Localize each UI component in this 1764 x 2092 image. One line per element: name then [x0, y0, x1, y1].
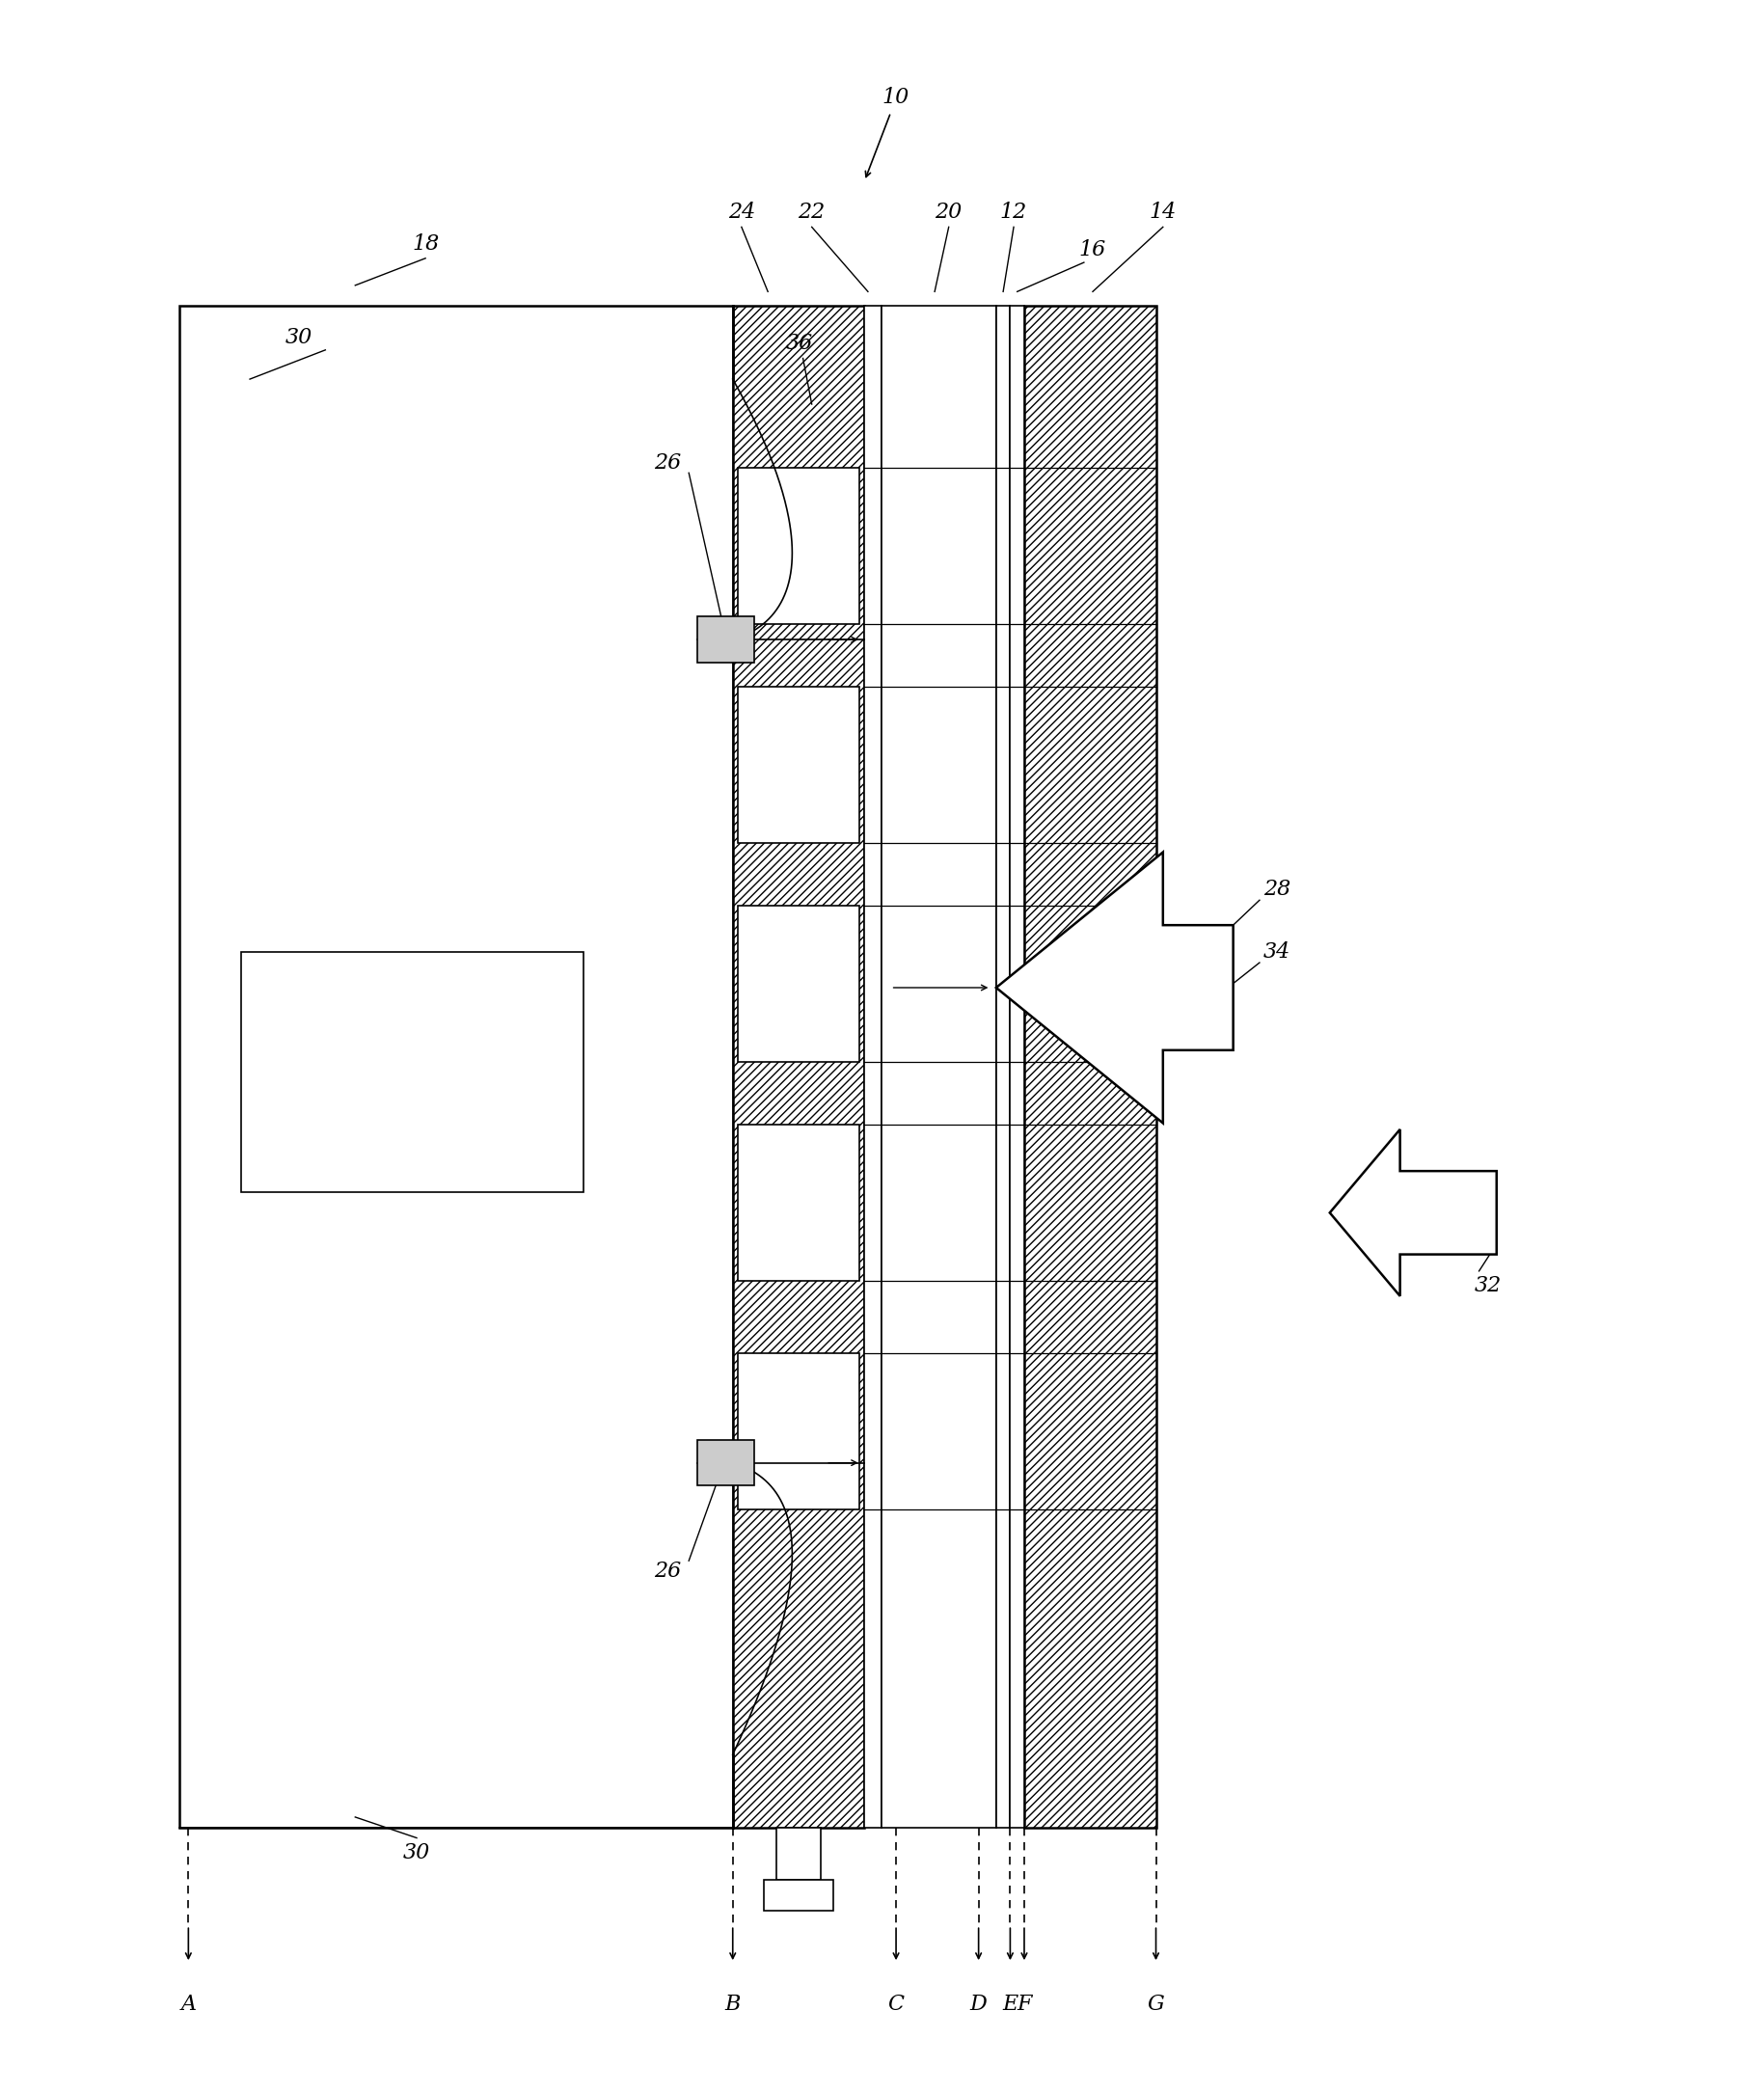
Text: 30: 30 [286, 326, 312, 347]
Bar [242, 952, 584, 1192]
Text: 12: 12 [1000, 201, 1027, 224]
Text: 10: 10 [882, 88, 910, 109]
Polygon shape [1330, 1130, 1496, 1297]
Bar [732, 305, 864, 1828]
Text: 26: 26 [654, 1561, 681, 1582]
Text: F: F [1016, 1994, 1032, 2015]
Bar [180, 305, 732, 1828]
Text: 18: 18 [411, 232, 439, 255]
Bar [1025, 305, 1155, 1828]
Text: C: C [887, 1994, 905, 2015]
Text: B: B [725, 1994, 741, 2015]
Text: 24: 24 [729, 201, 755, 224]
Bar [737, 1123, 859, 1280]
Bar [737, 906, 859, 1061]
Text: G: G [1147, 1994, 1164, 2015]
Polygon shape [997, 851, 1233, 1123]
Text: 22: 22 [797, 201, 826, 224]
Text: D: D [970, 1994, 988, 2015]
Text: 32: 32 [1475, 1274, 1501, 1297]
Bar [776, 1828, 820, 1879]
Bar [737, 469, 859, 623]
Text: 20: 20 [935, 201, 963, 224]
Bar [997, 305, 1011, 1828]
Bar [697, 617, 753, 663]
Bar [882, 305, 997, 1828]
Text: 34: 34 [1263, 941, 1291, 962]
Bar [764, 1879, 834, 1910]
Bar [864, 305, 882, 1828]
Bar [737, 686, 859, 843]
Text: 14: 14 [1150, 201, 1177, 224]
Bar [697, 1439, 753, 1485]
Text: 16: 16 [1080, 238, 1106, 262]
Text: A: A [180, 1994, 196, 2015]
Text: E: E [1002, 1994, 1018, 2015]
Bar [1011, 305, 1025, 1828]
Bar [737, 1354, 859, 1510]
Text: 28: 28 [1263, 879, 1291, 900]
Text: 30: 30 [402, 1841, 430, 1864]
Text: 36: 36 [785, 333, 813, 354]
Text: 26: 26 [654, 452, 681, 473]
